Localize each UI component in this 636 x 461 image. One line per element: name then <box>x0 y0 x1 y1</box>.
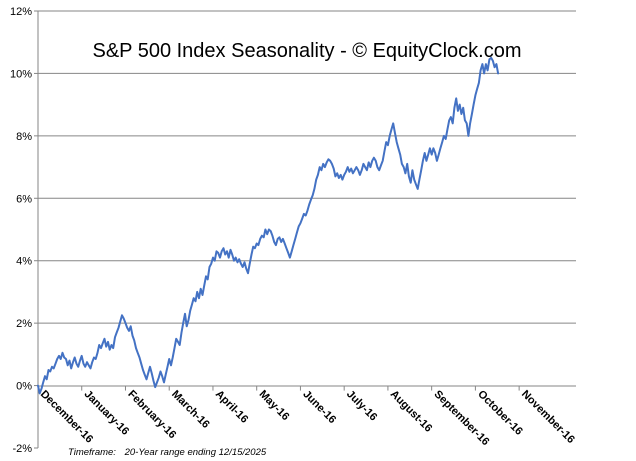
y-axis-tick-labels: -2% 0% 2% 4% 6% 8% 10% 12% <box>10 6 38 455</box>
y-tick-label: 2% <box>16 318 32 330</box>
footnote-label: Timeframe: <box>68 447 116 458</box>
y-tick-label: -2% <box>12 443 32 455</box>
y-tick-label: 8% <box>16 131 32 143</box>
y-tick-label: 10% <box>10 68 32 80</box>
gridlines <box>38 10 576 324</box>
chart-title: S&P 500 Index Seasonality - © EquityCloc… <box>92 40 521 62</box>
y-tick-label: 12% <box>10 6 32 18</box>
footnote-text: 20-Year range ending 12/15/2025 <box>124 447 267 458</box>
y-tick-label: 6% <box>16 193 32 205</box>
y-tick-label: 0% <box>16 381 32 393</box>
seasonality-series-line <box>37 56 500 395</box>
plot-area <box>38 11 576 448</box>
y-tick-label: 4% <box>16 256 32 268</box>
footnote: Timeframe: 20-Year range ending 12/15/20… <box>68 447 267 458</box>
